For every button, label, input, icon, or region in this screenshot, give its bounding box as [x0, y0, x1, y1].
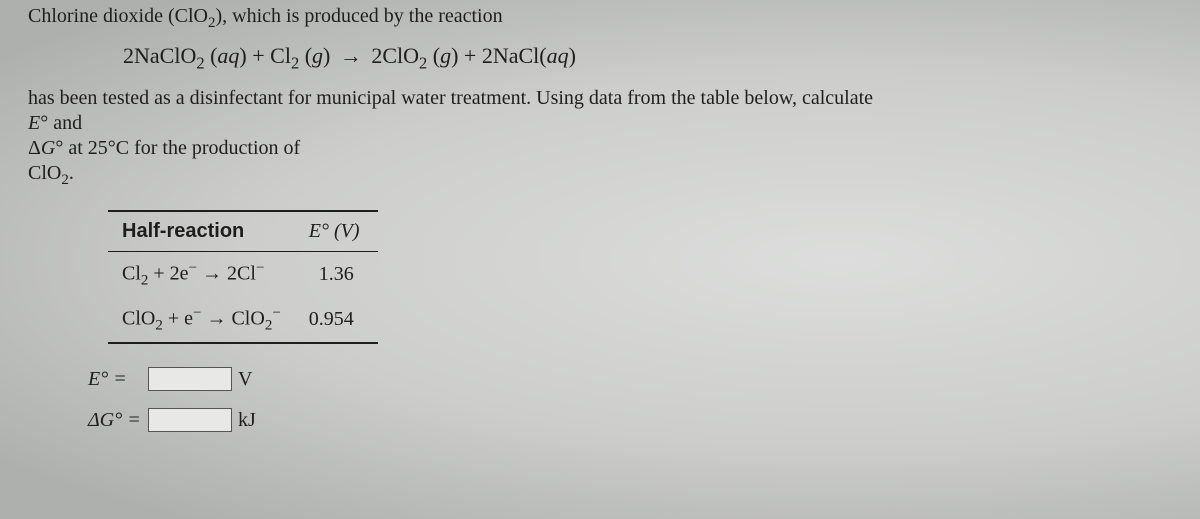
cell-reaction: Cl2 + 2e− → 2Cl− — [108, 252, 295, 297]
half-reaction-table: Half-reaction E° (V) Cl2 + 2e− → 2Cl− 1.… — [108, 210, 378, 344]
reaction-equation: 2NaClO2 (aq) + Cl2 (g) → 2ClO2 (g) + 2Na… — [28, 41, 1172, 75]
unit-v: V — [238, 366, 252, 393]
formula: ClO2 — [175, 5, 216, 27]
answer-label-e: E° = — [88, 366, 142, 393]
cell-reaction: ClO2 + e− → ClO2− — [108, 297, 295, 343]
intro-line-5: ΔG° at 25°C for the production of — [28, 136, 1172, 161]
answer-input-g[interactable] — [148, 408, 232, 432]
col-header-potential: E° (V) — [295, 211, 378, 252]
cell-value: 1.36 — [295, 252, 378, 297]
answer-row-e: E° = V — [88, 366, 1172, 393]
cell-value: 0.954 — [295, 297, 378, 343]
table-row: ClO2 + e− → ClO2− 0.954 — [108, 297, 378, 343]
intro-line-1: Chlorine dioxide (ClO2), which is produc… — [28, 4, 1172, 33]
intro-line-3: has been tested as a disinfectant for mu… — [28, 86, 1172, 111]
unit-kj: kJ — [238, 407, 256, 434]
table-row: Cl2 + 2e− → 2Cl− 1.36 — [108, 252, 378, 297]
col-header-reaction: Half-reaction — [108, 211, 295, 252]
txt: ), which is produced by the reaction — [215, 5, 502, 27]
answer-row-g: ΔG° = kJ — [88, 407, 1172, 434]
txt: Chlorine dioxide ( — [28, 5, 175, 27]
question-body: Chlorine dioxide (ClO2), which is produc… — [0, 0, 1200, 454]
intro-line-4: E° and — [28, 111, 1172, 136]
intro-line-6: ClO2. — [28, 161, 1172, 190]
answer-input-e[interactable] — [148, 367, 232, 391]
answer-label-g: ΔG° = — [88, 407, 142, 434]
